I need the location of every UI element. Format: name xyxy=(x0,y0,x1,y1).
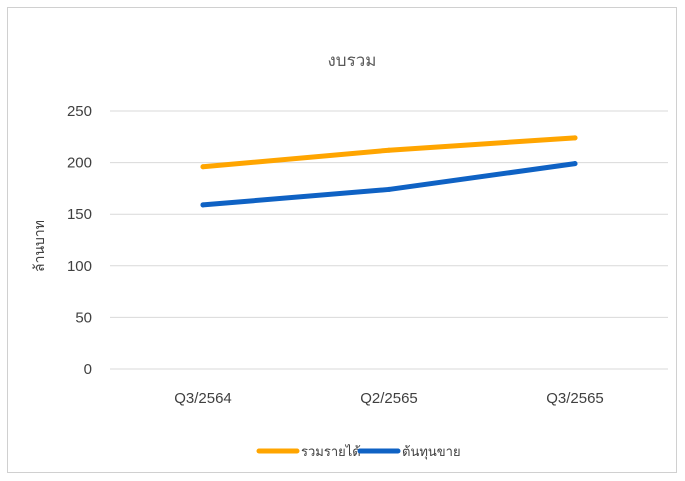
y-tick-label: 100 xyxy=(67,258,92,275)
y-tick-label: 200 xyxy=(67,155,92,172)
y-tick-label: 50 xyxy=(75,309,92,326)
chart-frame: งบรวม 0 50 100 150 200 250 Q3/2564 Q2/2565 Q3/2… xyxy=(7,7,677,473)
x-axis-ticks: Q3/2564 Q2/2565 Q3/2565 xyxy=(174,390,604,407)
x-tick-label: Q3/2564 xyxy=(174,390,232,407)
data-point xyxy=(572,135,578,141)
x-tick-label: Q2/2565 xyxy=(360,390,418,407)
data-point xyxy=(386,147,392,153)
y-tick-label: 250 xyxy=(67,103,92,120)
legend-label: รวมรายได้ xyxy=(301,444,361,459)
data-point xyxy=(200,164,206,170)
data-point xyxy=(200,202,206,208)
series-lines xyxy=(200,135,578,208)
y-axis-label: ล้านบาท xyxy=(31,220,47,272)
y-tick-label: 150 xyxy=(67,206,92,223)
legend: รวมรายได้ ต้นทุนขาย xyxy=(256,444,461,460)
data-point xyxy=(572,161,578,167)
series-line-1 xyxy=(200,161,578,208)
legend-label: ต้นทุนขาย xyxy=(402,444,461,460)
y-axis-ticks: 0 50 100 150 200 250 xyxy=(67,103,92,378)
chart-title: งบรวม xyxy=(328,51,377,70)
gridlines xyxy=(110,110,668,370)
x-tick-label: Q3/2565 xyxy=(546,390,604,407)
y-tick-label: 0 xyxy=(84,361,92,378)
data-point xyxy=(386,186,392,192)
